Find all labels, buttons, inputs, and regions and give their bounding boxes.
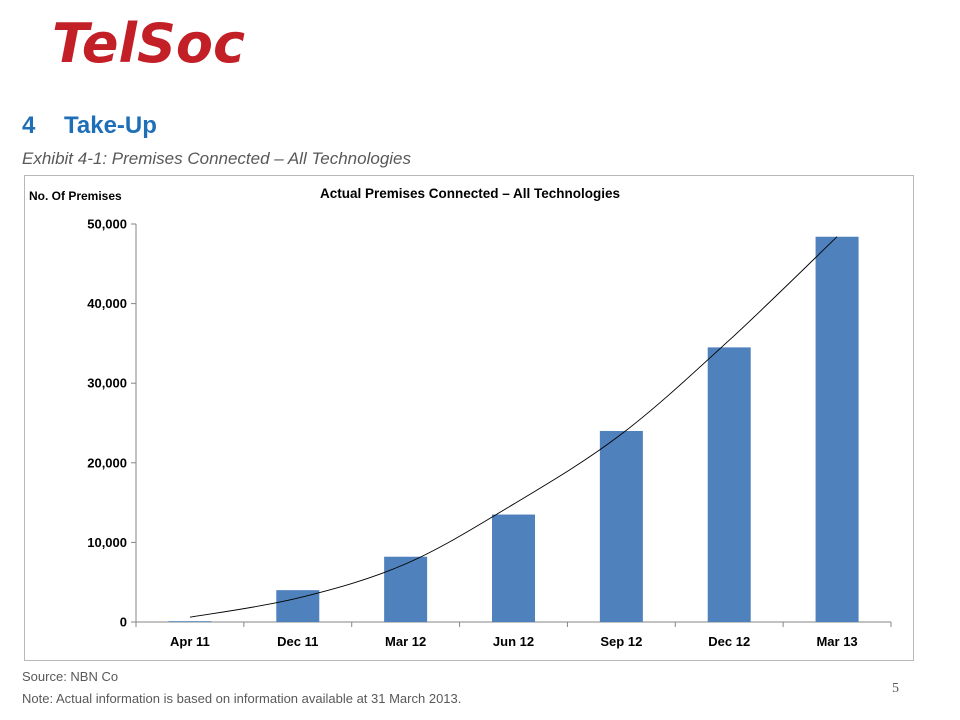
bar (384, 556, 428, 622)
section-title: Take-Up (64, 112, 157, 139)
plot-area: 0 10,000 20,000 30,000 40,000 50,000 Apr 11 Dec… (87, 217, 892, 649)
bar (815, 236, 859, 622)
y-tick-label: 40,000 (87, 296, 127, 311)
trendline (189, 236, 838, 618)
telsoc-logo: TelSoc (52, 12, 246, 75)
y-tick-label: 0 (120, 615, 127, 630)
bar (168, 621, 212, 622)
y-tick-label: 50,000 (87, 217, 127, 232)
bar (599, 430, 643, 622)
bar (707, 347, 751, 622)
bar (492, 514, 535, 622)
exhibit-title: Exhibit 4-1: Premises Connected – All Te… (22, 149, 412, 168)
section-number: 4 (22, 112, 36, 139)
bar-chart: No. Of Premises Actual Premises Connecte… (29, 186, 892, 649)
bar (276, 590, 320, 622)
x-tick-label: Apr 11 (170, 634, 210, 649)
source-note: Source: NBN Co (22, 669, 119, 684)
section-heading: 4 Take-Up (22, 112, 157, 140)
y-tick-label: 20,000 (87, 455, 127, 470)
x-tick-label: Dec 12 (708, 634, 750, 649)
footnote: Note: Actual information is based on inf… (22, 691, 462, 706)
chart-title: Actual Premises Connected – All Technolo… (320, 186, 620, 201)
x-tick-label: Sep 12 (600, 634, 642, 649)
y-tick-label: 10,000 (87, 535, 127, 550)
y-axis-label: No. Of Premises (29, 189, 122, 203)
x-tick-label: Jun 12 (493, 634, 534, 649)
x-tick-label: Dec 11 (277, 634, 318, 649)
chart-container: No. Of Premises Actual Premises Connecte… (24, 175, 914, 661)
page-number: 5 (892, 681, 899, 696)
x-tick-label: Mar 12 (385, 634, 426, 649)
y-tick-label: 30,000 (87, 376, 127, 391)
x-tick-label: Mar 13 (816, 634, 857, 649)
